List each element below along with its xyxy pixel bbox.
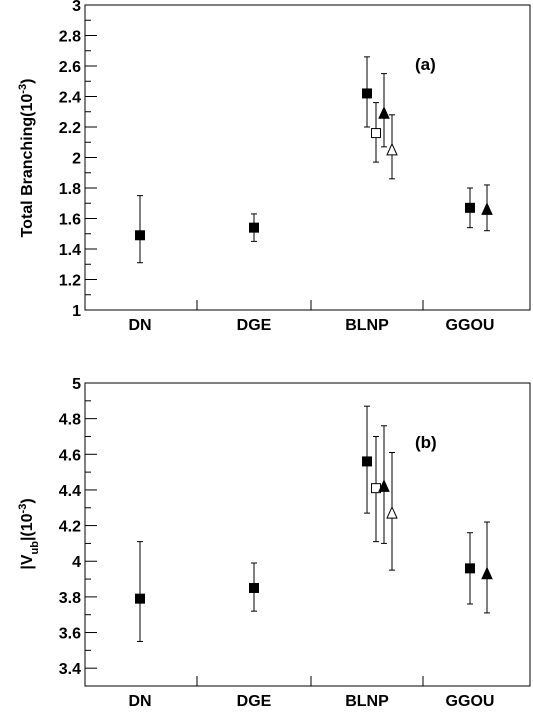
y-tick-label: 4 bbox=[72, 554, 81, 571]
open-triangle-marker bbox=[386, 142, 398, 156]
panel-label-b: (b) bbox=[415, 433, 437, 452]
filled-square-marker bbox=[249, 582, 259, 593]
x-tick-label: DGE bbox=[237, 693, 272, 710]
filled-square-marker bbox=[465, 202, 475, 213]
open-square-marker bbox=[371, 128, 381, 139]
y-tick-label: 5 bbox=[72, 376, 81, 393]
y-tick-label: 3.6 bbox=[59, 626, 81, 643]
y-tick-label: 1.2 bbox=[59, 273, 81, 290]
y-tick-label: 2.8 bbox=[59, 29, 81, 46]
y-axis-label-a: Total Branching(10-3) bbox=[17, 79, 36, 238]
y-tick-label: 2.6 bbox=[59, 59, 81, 76]
y-ticks-b: 3.4 3.6 3.8 4 4.2 4.4 4.6 4.8 5 bbox=[59, 376, 97, 678]
filled-triangle-marker bbox=[481, 202, 493, 215]
y-tick-label: 3.4 bbox=[59, 661, 81, 678]
y-tick-label: 3 bbox=[72, 0, 81, 15]
y-tick-label: 2.2 bbox=[59, 120, 81, 137]
x-tick-label: DGE bbox=[237, 317, 272, 334]
x-tick-label: BLNP bbox=[345, 317, 389, 334]
filled-square-marker bbox=[362, 88, 372, 99]
filled-square-marker bbox=[135, 593, 145, 604]
x-tick-label: DN bbox=[128, 317, 151, 334]
y-axis-label-b: |Vub|(10-3) bbox=[17, 498, 41, 569]
x-tick-label: GGOU bbox=[446, 317, 495, 334]
filled-triangle-marker bbox=[481, 566, 493, 580]
filled-triangle-marker bbox=[378, 479, 390, 492]
y-tick-label: 1.4 bbox=[59, 242, 81, 259]
y-ticks-a: 1 1.2 1.4 1.6 1.8 2 2.2 2.4 2.6 2.8 3 bbox=[59, 0, 97, 320]
y-tick-label: 4.8 bbox=[59, 412, 81, 429]
x-tick-label: GGOU bbox=[446, 693, 495, 710]
panel-a: (a) Total Branching(10-3) 1 1.2 1.4 1.6 1.8 2… bbox=[17, 0, 531, 334]
x-ticks-b: DN DGE BLNP GGOU bbox=[128, 676, 494, 710]
filled-square-marker bbox=[249, 222, 259, 233]
data-marks-b bbox=[135, 405, 493, 642]
panel-label-a: (a) bbox=[415, 55, 436, 74]
filled-square-marker bbox=[362, 456, 372, 467]
y-tick-label: 4.2 bbox=[59, 519, 81, 536]
y-tick-label: 2 bbox=[72, 151, 81, 168]
open-triangle-marker bbox=[386, 505, 398, 519]
filled-square-marker bbox=[135, 230, 145, 241]
y-tick-label: 4.4 bbox=[59, 483, 81, 500]
plot-frame-a bbox=[84, 4, 531, 311]
filled-square-marker bbox=[465, 563, 475, 574]
x-tick-label: BLNP bbox=[345, 693, 389, 710]
y-tick-label: 4.6 bbox=[59, 447, 81, 464]
plot-frame-b bbox=[84, 382, 531, 687]
y-tick-label: 1.8 bbox=[59, 181, 81, 198]
panel-b: (b) |Vub|(10-3) 3.43.63.844.24.44.64.85 … bbox=[17, 376, 531, 710]
x-ticks-a: DN DGE BLNP GGOU bbox=[128, 300, 494, 334]
y-tick-label: 3.8 bbox=[59, 590, 81, 607]
x-tick-label: DN bbox=[128, 693, 151, 710]
y-tick-label: 1.6 bbox=[59, 212, 81, 229]
y-tick-label: 1 bbox=[72, 303, 81, 320]
data-marks-a bbox=[135, 56, 493, 264]
y-tick-label: 2.4 bbox=[59, 90, 81, 107]
filled-triangle-marker bbox=[378, 106, 390, 119]
